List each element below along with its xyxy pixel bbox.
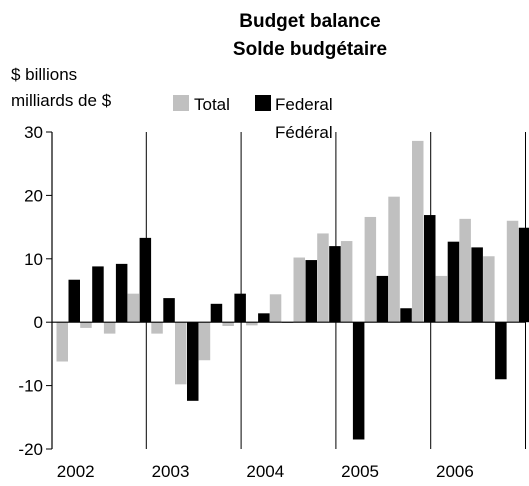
- bar-federal: [305, 260, 317, 323]
- bar-total: [293, 257, 305, 323]
- bar-total: [56, 322, 68, 362]
- bar-federal: [329, 246, 341, 323]
- bar-federal: [210, 303, 223, 323]
- bar-total: [103, 322, 116, 334]
- legend-swatch-total: [173, 95, 189, 111]
- legend-label-federal-fr: Fédéral: [275, 123, 333, 142]
- bar-total: [175, 322, 187, 385]
- bar-federal: [376, 275, 389, 323]
- y-tick-label: 30: [24, 123, 43, 142]
- bar-federal: [163, 298, 175, 323]
- x-tick-label: 2004: [246, 462, 284, 481]
- y-tick-label: 10: [24, 250, 43, 269]
- legend-swatch-federal: [255, 95, 271, 111]
- x-tick-label: 2005: [341, 462, 379, 481]
- bar-federal: [92, 266, 104, 323]
- y-tick-label: -10: [18, 377, 43, 396]
- bar-total: [198, 322, 211, 361]
- bar-total: [459, 218, 471, 323]
- y-axis-label-en: $ billions: [11, 65, 77, 84]
- y-tick-label: 0: [34, 313, 43, 332]
- bar-federal: [234, 293, 246, 323]
- bar-federal: [115, 263, 128, 323]
- bar-federal: [518, 227, 529, 323]
- legend-label-federal: Federal: [275, 95, 333, 114]
- plot-area: 30 20 10 0 -10 -20 2002 2003 2004 2005 2006: [18, 123, 529, 481]
- bar-total: [80, 322, 92, 328]
- legend-label-total: Total: [194, 95, 230, 114]
- chart-title-en: Budget balance: [239, 11, 380, 32]
- x-tick-label: 2006: [436, 462, 474, 481]
- bar-total: [127, 293, 140, 323]
- y-axis-label-fr: milliards de $: [11, 91, 112, 110]
- x-tick-label: 2003: [152, 462, 190, 481]
- bar-total: [483, 256, 495, 323]
- bar-federal: [258, 313, 270, 323]
- y-tick-label: 20: [24, 186, 43, 205]
- bar-federal: [68, 279, 80, 323]
- bar-total: [340, 241, 353, 323]
- bar-total: [317, 233, 329, 323]
- bar-total: [246, 322, 258, 326]
- bar-total: [435, 275, 448, 323]
- bar-total: [222, 322, 234, 327]
- bar-federal: [495, 322, 507, 380]
- bar-total: [269, 294, 282, 323]
- bar-total: [364, 216, 377, 323]
- bar-federal: [139, 237, 152, 323]
- y-tick-label: -20: [18, 440, 43, 459]
- bar-federal: [447, 241, 460, 323]
- bar-federal: [424, 215, 436, 323]
- bar-total: [412, 140, 424, 323]
- bar-federal: [471, 247, 483, 323]
- bar-federal: [187, 322, 199, 401]
- bar-federal: [400, 308, 412, 323]
- bar-total: [506, 220, 519, 323]
- bar-total: [388, 196, 400, 323]
- chart-title-fr: Solde budgétaire: [233, 39, 387, 60]
- bar-total: [151, 322, 163, 334]
- bar-federal: [352, 322, 365, 440]
- x-tick-label: 2002: [57, 462, 95, 481]
